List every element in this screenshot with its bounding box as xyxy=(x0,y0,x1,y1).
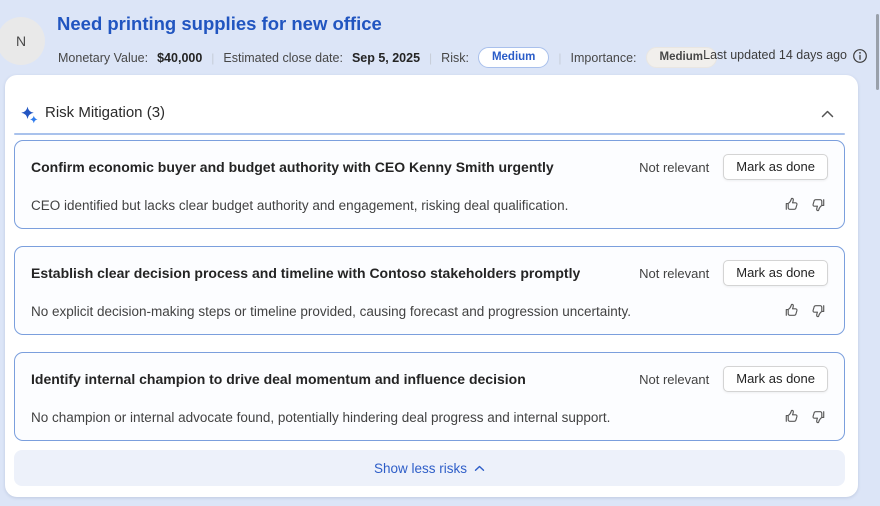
separator: | xyxy=(558,50,562,65)
thumbs-down-icon[interactable] xyxy=(810,407,828,425)
not-relevant-button[interactable]: Not relevant xyxy=(639,265,710,281)
not-relevant-button[interactable]: Not relevant xyxy=(639,371,710,387)
risk-card: Confirm economic buyer and budget author… xyxy=(14,140,845,229)
separator: | xyxy=(211,50,215,65)
risk-label: Risk: xyxy=(441,50,469,65)
mark-as-done-button[interactable]: Mark as done xyxy=(723,366,828,392)
mark-as-done-button[interactable]: Mark as done xyxy=(723,260,828,286)
thumbs-up-icon[interactable] xyxy=(783,301,801,319)
risk-card-title: Confirm economic buyer and budget author… xyxy=(31,159,554,175)
mark-as-done-button[interactable]: Mark as done xyxy=(723,154,828,180)
show-less-risks-button[interactable]: Show less risks xyxy=(14,450,845,486)
monetary-value-label: Monetary Value: xyxy=(58,50,149,65)
close-date-label: Estimated close date: xyxy=(223,50,343,65)
risk-card: Identify internal champion to drive deal… xyxy=(14,352,845,441)
record-meta-row: Monetary Value: $40,000 | Estimated clos… xyxy=(58,47,717,68)
importance-badge: Medium xyxy=(645,47,717,68)
risk-mitigation-panel: Risk Mitigation (3) Confirm economic buy… xyxy=(5,75,858,497)
close-date-value: Sep 5, 2025 xyxy=(351,50,421,65)
last-updated-text: Last updated 14 days ago xyxy=(703,48,847,62)
monetary-value: $40,000 xyxy=(157,50,203,65)
record-header: N Need printing supplies for new office … xyxy=(0,0,880,90)
not-relevant-button[interactable]: Not relevant xyxy=(639,159,710,175)
thumbs-up-icon[interactable] xyxy=(783,195,801,213)
copilot-sparkle-icon xyxy=(19,105,39,125)
collapse-section-button[interactable] xyxy=(814,101,840,127)
risk-card-title: Identify internal champion to drive deal… xyxy=(31,371,526,387)
risk-card-description: No champion or internal advocate found, … xyxy=(31,410,611,425)
section-title: Risk Mitigation (3) xyxy=(45,104,166,121)
avatar: N xyxy=(0,17,45,65)
info-icon[interactable] xyxy=(851,47,869,65)
page-title: Need printing supplies for new office xyxy=(57,13,382,34)
thumbs-down-icon[interactable] xyxy=(810,301,828,319)
risk-badge: Medium xyxy=(477,47,550,68)
risk-card-title: Establish clear decision process and tim… xyxy=(31,265,581,281)
thumbs-up-icon[interactable] xyxy=(783,407,801,425)
chevron-up-icon xyxy=(474,465,485,471)
separator: | xyxy=(429,50,433,65)
section-divider xyxy=(14,133,845,135)
risk-card-description: CEO identified but lacks clear budget au… xyxy=(31,198,569,213)
risk-card-description: No explicit decision-making steps or tim… xyxy=(31,304,632,319)
risk-card: Establish clear decision process and tim… xyxy=(14,246,845,335)
importance-label: Importance: xyxy=(570,50,637,65)
thumbs-down-icon[interactable] xyxy=(810,195,828,213)
avatar-initial: N xyxy=(15,33,27,49)
show-less-risks-label: Show less risks xyxy=(373,460,468,476)
vertical-scrollbar[interactable] xyxy=(876,14,879,90)
